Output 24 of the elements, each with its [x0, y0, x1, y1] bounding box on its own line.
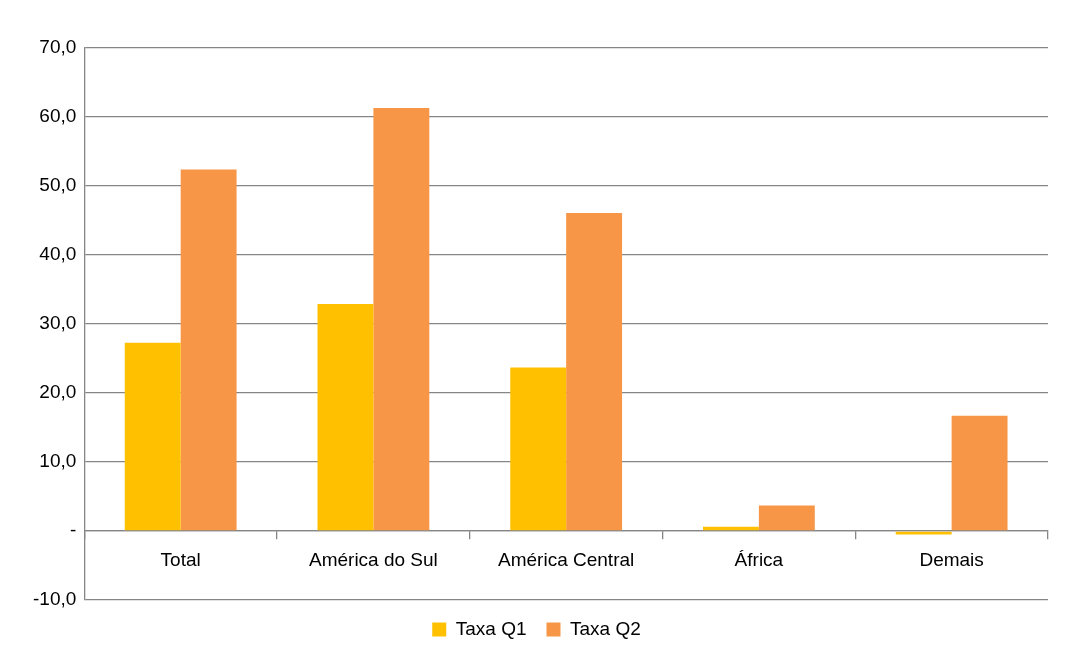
x-tick-label: Demais: [919, 548, 984, 570]
bar: [758, 505, 815, 531]
y-tick-label: 10,0: [39, 450, 77, 472]
y-tick-label: -10,0: [32, 588, 77, 610]
y-tick-label: 40,0: [39, 243, 77, 265]
bar: [510, 367, 567, 531]
y-tick-label: 50,0: [39, 174, 77, 196]
bar: [317, 303, 374, 531]
bar: [566, 212, 623, 531]
bar: [180, 169, 237, 531]
x-tick-label: Total: [160, 548, 201, 570]
legend-label: Taxa Q2: [570, 617, 641, 639]
y-tick-label: 70,0: [39, 36, 77, 58]
bar: [373, 108, 430, 531]
x-tick-label: América Central: [498, 548, 635, 570]
y-tick-label: 30,0: [39, 312, 77, 334]
y-tick-label: 20,0: [39, 381, 77, 403]
y-tick-label: 60,0: [39, 105, 77, 127]
legend-label: Taxa Q1: [455, 617, 527, 639]
x-tick-label: África: [734, 548, 784, 570]
x-tick-label: América do Sul: [308, 548, 438, 570]
y-tick-label: -: [69, 519, 77, 541]
bar: [124, 342, 181, 531]
bar: [951, 415, 1008, 531]
